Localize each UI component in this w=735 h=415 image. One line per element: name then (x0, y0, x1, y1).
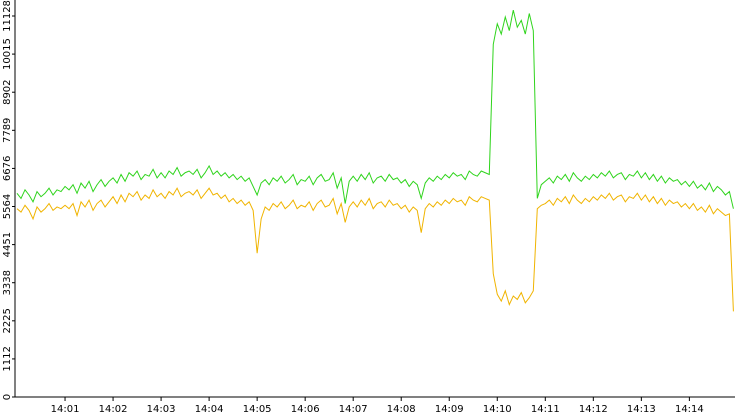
x-tick-label: 14:02 (99, 404, 128, 415)
y-tick-label: 10015 (2, 38, 13, 70)
y-tick-label: 0 (2, 394, 13, 400)
y-tick-label: 7789 (2, 118, 13, 143)
x-tick-label: 14:04 (195, 404, 224, 415)
y-tick-label: 11128 (2, 0, 13, 32)
x-tick-label: 14:05 (243, 404, 272, 415)
y-tick-label: 4451 (2, 232, 13, 257)
x-tick-label: 14:06 (291, 404, 320, 415)
x-tick-label: 14:13 (627, 404, 656, 415)
y-tick-label: 3338 (2, 270, 13, 295)
series-line (16, 187, 734, 312)
x-tick-label: 14:10 (483, 404, 512, 415)
x-tick-label: 14:01 (51, 404, 80, 415)
x-tick-label: 14:09 (435, 404, 464, 415)
x-tick-label: 14:12 (579, 404, 608, 415)
series-line (16, 9, 734, 209)
y-tick-label: 5564 (2, 194, 13, 219)
x-tick-label: 14:07 (339, 404, 368, 415)
y-tick-label: 2225 (2, 308, 13, 333)
x-tick-label: 14:03 (147, 404, 176, 415)
x-tick-label: 14:08 (387, 404, 416, 415)
y-tick-label: 1112 (2, 346, 13, 371)
x-tick-label: 14:11 (531, 404, 560, 415)
x-tick-label: 14:14 (675, 404, 704, 415)
y-tick-label: 6676 (2, 156, 13, 181)
y-tick-label: 8902 (2, 79, 13, 104)
